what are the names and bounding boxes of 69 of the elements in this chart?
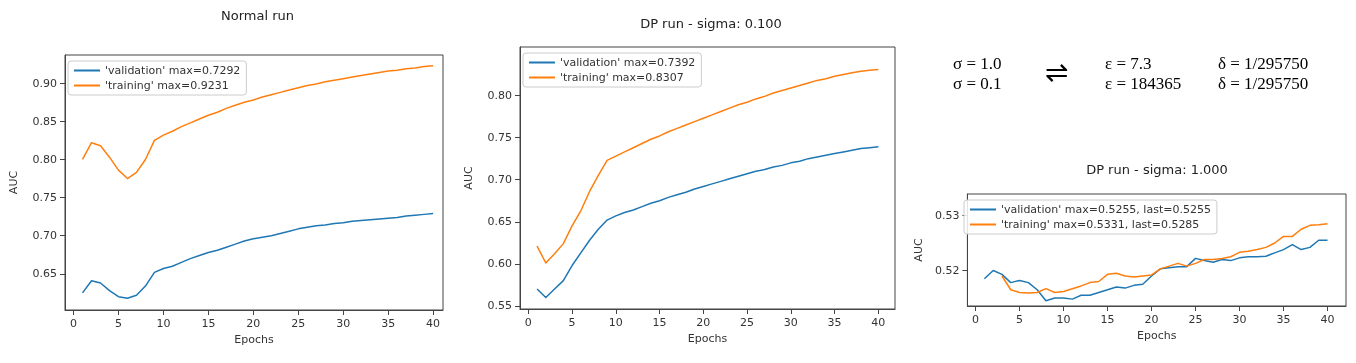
y-tick-label: 0.85 (32, 114, 57, 128)
x-tick-label: 40 (426, 317, 441, 330)
y-axis-title: AUC (7, 170, 20, 195)
y-tick-label: 0.65 (32, 267, 57, 281)
y-tick-label: 0.75 (487, 131, 512, 145)
y-tick-label: 0.70 (487, 173, 512, 187)
x-tick-label: 20 (246, 317, 261, 330)
x-tick-label: 35 (381, 317, 396, 330)
x-tick-label: 15 (1100, 313, 1115, 326)
line-series (81, 64, 434, 180)
x-tick-label: 0 (524, 316, 532, 329)
x-tick-label: 10 (1056, 313, 1071, 326)
x-tick-label: 10 (608, 316, 623, 329)
x-tick-label: 30 (1232, 313, 1247, 326)
x-axis-title: Epochs (234, 333, 274, 346)
legend-label: 'validation' max=0.5255, last=0.5255 (1001, 203, 1211, 216)
x-tick-label: 0 (972, 313, 980, 326)
x-tick-label: 25 (1188, 313, 1203, 326)
text: δ = 1/295750 (1218, 54, 1309, 74)
x-tick-label: 35 (1276, 313, 1291, 326)
line-series (536, 68, 880, 264)
line-series (1001, 222, 1329, 294)
x-tick-label: 25 (291, 317, 306, 330)
text: σ = 1.0 (953, 54, 1002, 74)
x-tick-label: 40 (871, 316, 886, 329)
line-series (81, 212, 434, 300)
x-tick-label: 5 (1016, 313, 1024, 326)
legend-label: 'validation' max=0.7392 (560, 56, 696, 69)
x-tick-label: 35 (827, 316, 842, 329)
x-tick-label: 20 (1144, 313, 1159, 326)
y-tick-label: 0.53 (934, 208, 960, 222)
y-tick-label: 0.55 (487, 299, 512, 313)
legend-label: 'validation' max=0.7292 (105, 64, 241, 77)
chart-title: DP run - sigma: 1.000 (1086, 162, 1228, 177)
legend-label: 'training' max=0.9231 (105, 79, 229, 92)
x-tick-label: 15 (201, 317, 216, 330)
y-axis-title: AUC (912, 238, 925, 262)
chart-title: Normal run (221, 8, 294, 23)
x-tick-label: 20 (696, 316, 711, 329)
x-tick-label: 40 (1320, 313, 1335, 326)
text: ⇌ (1045, 56, 1068, 89)
x-tick-label: 5 (114, 317, 122, 330)
y-tick-label: 0.80 (32, 152, 57, 166)
line-series (983, 239, 1329, 302)
x-tick-label: 10 (156, 317, 171, 330)
y-tick-label: 0.80 (487, 89, 512, 103)
chart-title: DP run - sigma: 0.100 (640, 16, 782, 31)
x-tick-label: 15 (652, 316, 667, 329)
y-tick-label: 0.70 (32, 229, 57, 243)
x-tick-label: 30 (783, 316, 798, 329)
text: σ = 0.1 (953, 74, 1002, 94)
text: δ = 1/295750 (1218, 74, 1309, 94)
y-tick-label: 0.90 (32, 76, 57, 90)
y-tick-label: 0.52 (934, 264, 960, 277)
text: ε = 184365 (1105, 74, 1182, 94)
x-axis-title: Epochs (687, 332, 728, 345)
y-tick-label: 0.60 (487, 257, 512, 271)
x-axis-title: Epochs (1136, 329, 1177, 342)
x-tick-label: 25 (740, 316, 755, 329)
legend-label: 'training' max=0.8307 (560, 71, 684, 84)
y-tick-label: 0.75 (32, 191, 57, 205)
x-tick-label: 5 (568, 316, 576, 329)
legend-label: 'training' max=0.5331, last=0.5285 (1001, 218, 1200, 231)
text: ε = 7.3 (1105, 54, 1152, 74)
x-tick-label: 0 (70, 317, 78, 330)
y-tick-label: 0.65 (487, 215, 512, 229)
x-tick-label: 30 (336, 317, 351, 330)
y-axis-title: AUC (462, 166, 475, 190)
line-series (536, 146, 880, 299)
